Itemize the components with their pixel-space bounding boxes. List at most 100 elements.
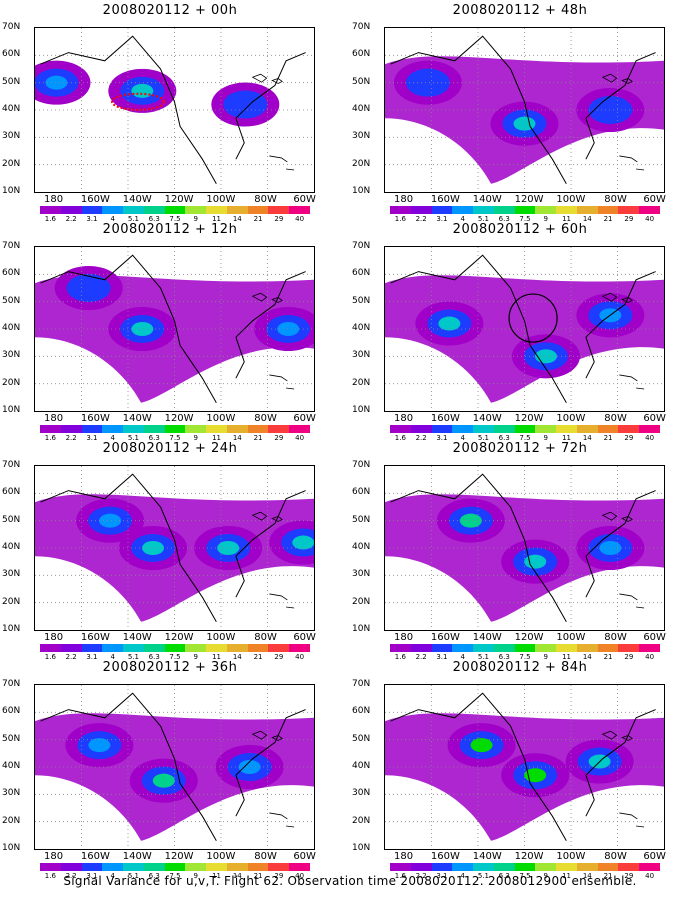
colorbar-tick-label: 21	[603, 434, 613, 442]
y-tick-label: 70N	[352, 22, 371, 32]
coastline-west	[40, 692, 217, 842]
colorbar-tick-label: 21	[253, 215, 263, 223]
y-tick-label: 70N	[2, 22, 21, 32]
colorbar-tick-label: 4	[110, 434, 115, 442]
x-tick-label: 160W	[430, 851, 460, 862]
map-panel-12h: 2008020112 + 12h 70N 60N 50N 40N 30N 20N 10N 180…	[0, 222, 340, 442]
colorbar-swatch	[514, 425, 536, 433]
colorbar-tick-label: 11	[562, 434, 571, 442]
x-tick-label: 120W	[514, 632, 544, 643]
colorbar-swatch	[514, 206, 536, 214]
variance-blob-core	[599, 103, 622, 117]
y-tick-label: 70N	[352, 241, 371, 251]
colorbar-labels: 1.6 2.2 3.1 4 5.1 6.3 7.5 9 11 14 21 29 40	[390, 872, 660, 880]
panel-title: 2008020112 + 48h	[452, 3, 588, 18]
y-tick-label: 50N	[2, 514, 21, 525]
caribbean-islands-outline	[619, 812, 645, 828]
y-tick-label: 30N	[2, 131, 21, 142]
variance-map-svg	[385, 247, 664, 411]
colorbar-tick-label: 6.3	[148, 653, 160, 661]
colorbar-tick-label: 3.1	[436, 872, 448, 880]
colorbar-swatch	[247, 425, 269, 433]
colorbar-tick-label: 6.3	[148, 872, 160, 880]
y-tick-label: 20N	[352, 158, 371, 169]
colorbar-swatch	[493, 206, 515, 214]
x-tick-label: 80W	[604, 413, 627, 424]
coastline-east	[235, 52, 306, 160]
variance-blob-core	[238, 760, 261, 774]
variance-map-svg	[35, 247, 314, 411]
colorbar-swatch	[123, 863, 144, 871]
caribbean-islands-outline	[619, 593, 645, 609]
colorbar-swatch	[247, 644, 269, 652]
colorbar-tick-label: 11	[562, 653, 571, 661]
colorbar-tick-label: 7.5	[169, 434, 181, 442]
y-tick-label: 60N	[352, 49, 371, 60]
colorbar-swatch	[431, 206, 453, 214]
colorbar-labels: 1.6 2.2 3.1 4 5.1 6.3 7.5 9 11 14 21 29 40	[40, 653, 310, 661]
colorbar-tick-label: 1.6	[394, 653, 406, 661]
x-tick-label: 60W	[643, 632, 666, 643]
caribbean-islands-outline	[269, 374, 295, 390]
x-tick-label: 80W	[254, 851, 277, 862]
colorbar-swatch	[597, 863, 619, 871]
colorbar-tick-label: 7.5	[169, 653, 181, 661]
x-tick-label: 100W	[206, 851, 236, 862]
map-plot-area	[34, 465, 315, 631]
map-plot-area	[34, 246, 315, 412]
colorbar-swatch	[493, 644, 515, 652]
colorbar-tick-label: 11	[212, 215, 221, 223]
colorbar-tick-label: 14	[232, 653, 242, 661]
y-tick-label: 70N	[2, 241, 21, 251]
colorbar-tick-label: 21	[603, 215, 613, 223]
colorbar-swatch	[143, 644, 165, 652]
x-tick-label: 180	[43, 851, 64, 862]
colorbar-swatch	[390, 644, 411, 652]
x-tick-label: 120W	[164, 851, 194, 862]
colorbar-swatch	[143, 863, 165, 871]
colorbar-swatch	[164, 863, 186, 871]
colorbar-swatch	[639, 863, 660, 871]
x-tick-label: 180	[43, 194, 64, 205]
colorbar-swatch	[60, 425, 82, 433]
x-tick-label: 180	[43, 413, 64, 424]
colorbar-swatch	[390, 206, 411, 214]
coastline-east	[235, 490, 306, 598]
variance-blob-core	[142, 541, 165, 555]
colorbar-swatch	[206, 425, 227, 433]
colorbar-tick-label: 21	[603, 653, 613, 661]
colorbar-tick-label: 5.1	[127, 653, 140, 661]
x-tick-label: 100W	[206, 632, 236, 643]
colorbar-tick-label: 1.6	[394, 215, 406, 223]
colorbar-tick-label: 7.5	[169, 215, 181, 223]
colorbar-tick-label: 29	[624, 215, 634, 223]
y-tick-label: 30N	[352, 788, 371, 799]
colorbar-swatch	[473, 644, 494, 652]
colorbar-swatch	[102, 206, 124, 214]
variance-map-svg	[385, 28, 664, 192]
variance-blob-core	[99, 513, 122, 528]
x-tick-label: 60W	[643, 413, 666, 424]
colorbar-swatch	[226, 644, 248, 652]
colorbar-tick-label: 3.1	[86, 872, 98, 880]
colorbar-tick-label: 29	[274, 215, 284, 223]
variance-blob-core	[131, 83, 154, 98]
variance-blob-core	[152, 773, 175, 788]
colorbar-tick-label: 9	[193, 872, 198, 880]
coastline-east	[585, 271, 656, 379]
coastline-west	[40, 473, 217, 623]
colorbar-tick-label: 9	[543, 653, 548, 661]
y-tick-label: 60N	[352, 487, 371, 498]
colorbar-swatch	[143, 206, 165, 214]
map-panel-72h: 2008020112 + 72h 70N 60N 50N 40N 30N 20N 10N 180…	[350, 441, 690, 661]
colorbar-tick-label: 14	[582, 434, 592, 442]
colorbar-tick-label: 4	[460, 653, 465, 661]
coastline-west	[40, 254, 217, 404]
colorbar-swatch	[597, 206, 619, 214]
colorbar-swatch	[60, 206, 82, 214]
colorbar-swatch	[123, 644, 144, 652]
colorbar-tick-label: 40	[645, 653, 655, 661]
x-tick-label: 80W	[254, 632, 277, 643]
x-tick-label: 80W	[254, 194, 277, 205]
x-tick-label: 100W	[556, 851, 586, 862]
